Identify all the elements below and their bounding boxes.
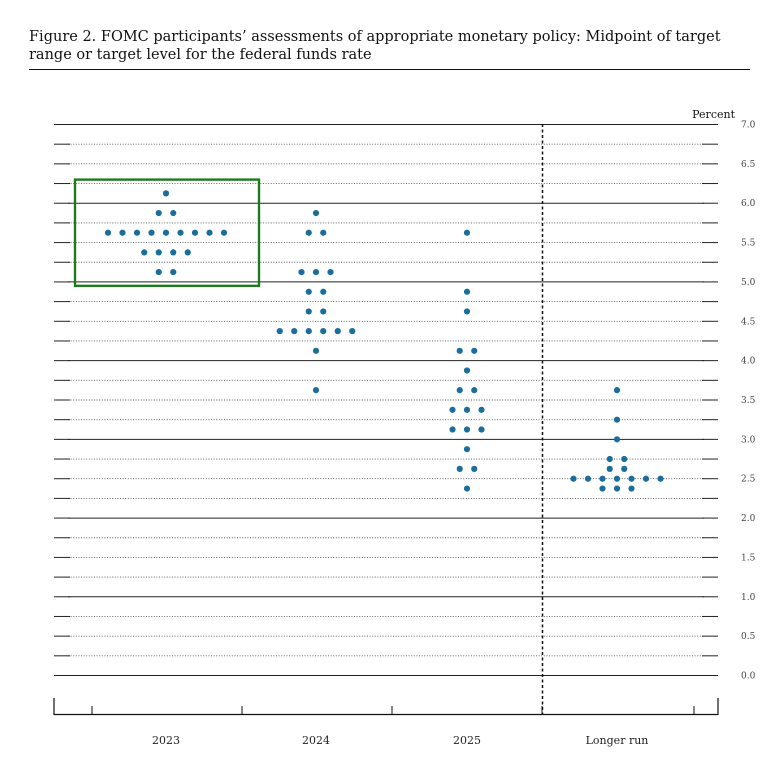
dot <box>478 406 485 413</box>
dot <box>276 328 283 335</box>
dot <box>305 308 312 315</box>
y-tick-label: 1.0 <box>741 593 756 603</box>
dot <box>170 249 177 256</box>
dot <box>155 268 162 276</box>
dot <box>162 229 170 236</box>
y-tick-label: 6.5 <box>741 160 756 170</box>
dot <box>312 387 320 394</box>
dot <box>471 387 478 394</box>
y-tick-label: 0.5 <box>741 632 756 642</box>
dot <box>312 209 320 217</box>
category-label: 2024 <box>302 734 330 747</box>
dot <box>613 387 621 394</box>
dot <box>162 190 170 197</box>
dot <box>642 475 650 482</box>
dot <box>463 406 471 413</box>
dot <box>463 446 471 453</box>
dot <box>621 455 628 463</box>
dot <box>599 485 606 492</box>
y-tick-label: 2.5 <box>741 475 756 485</box>
dot <box>170 268 177 276</box>
y-tick-label: 7.0 <box>741 121 756 131</box>
dot <box>349 328 356 335</box>
category-label: Longer run <box>586 734 649 747</box>
dot <box>613 416 621 423</box>
dot <box>463 288 471 295</box>
dot <box>220 229 228 236</box>
dot <box>628 475 635 482</box>
y-unit-label: Percent <box>692 108 735 121</box>
dot <box>298 268 305 276</box>
dot <box>463 308 471 315</box>
dot <box>305 288 312 295</box>
dot <box>177 229 184 236</box>
dot <box>320 308 327 315</box>
y-tick-label: 5.5 <box>741 239 756 249</box>
dot <box>104 229 112 236</box>
y-tick-label: 5.0 <box>741 278 756 288</box>
dot <box>449 406 456 413</box>
dot <box>606 465 613 472</box>
dot <box>191 229 199 236</box>
dot <box>478 426 485 433</box>
title-rule <box>29 69 750 70</box>
grid-lines <box>68 124 704 676</box>
dot <box>613 475 621 482</box>
dot <box>155 209 162 217</box>
dot <box>305 328 312 335</box>
dot <box>463 485 471 492</box>
figure-title: Figure 2. FOMC participants’ assessments… <box>29 29 721 63</box>
category-labels: 2023 2024 2025 Longer run <box>152 734 648 747</box>
category-label: 2025 <box>453 734 481 747</box>
dot <box>320 229 327 236</box>
dot <box>456 387 463 394</box>
dot <box>133 229 141 236</box>
highlight-box <box>73 178 261 288</box>
dot <box>613 436 621 443</box>
dot <box>312 268 320 276</box>
dot <box>584 475 592 482</box>
dot <box>305 229 312 236</box>
dot <box>155 249 162 256</box>
dot <box>471 465 478 472</box>
y-tick-labels: 0.0 0.5 1.0 1.5 2.0 2.5 3.0 3.5 4.0 4.5 5.0 5.5 6.0 6… <box>741 121 756 682</box>
dots <box>104 190 664 492</box>
dot <box>334 328 341 335</box>
y-tick-label: 4.0 <box>741 357 756 367</box>
y-tick-label: 1.5 <box>741 553 756 563</box>
dot <box>456 465 463 472</box>
dot <box>628 485 635 492</box>
dot <box>184 249 191 256</box>
dot <box>657 475 664 482</box>
dot <box>599 475 606 482</box>
dot <box>449 426 456 433</box>
dot <box>463 367 471 374</box>
dot <box>570 475 577 482</box>
dot <box>471 347 478 354</box>
y-tick-label: 2.0 <box>741 514 756 524</box>
dot <box>170 209 177 217</box>
category-label: 2023 <box>152 734 180 747</box>
y-tick-label: 3.0 <box>741 435 756 445</box>
dot <box>119 229 126 236</box>
dot <box>463 426 471 433</box>
y-tick-label: 4.5 <box>741 317 756 327</box>
dot <box>621 465 628 472</box>
dot <box>291 328 298 335</box>
dot <box>606 455 613 463</box>
y-tick-label: 6.0 <box>741 199 756 209</box>
y-tick-label: 3.5 <box>741 396 756 406</box>
dot <box>327 268 334 276</box>
dot <box>456 347 463 354</box>
dot <box>463 229 471 236</box>
dot <box>320 288 327 295</box>
dot <box>206 229 213 236</box>
y-tick-label: 0.0 <box>741 672 756 682</box>
dot <box>312 347 320 354</box>
dot <box>141 249 148 256</box>
dot <box>613 485 621 492</box>
dot <box>148 229 155 236</box>
dot <box>320 328 327 335</box>
